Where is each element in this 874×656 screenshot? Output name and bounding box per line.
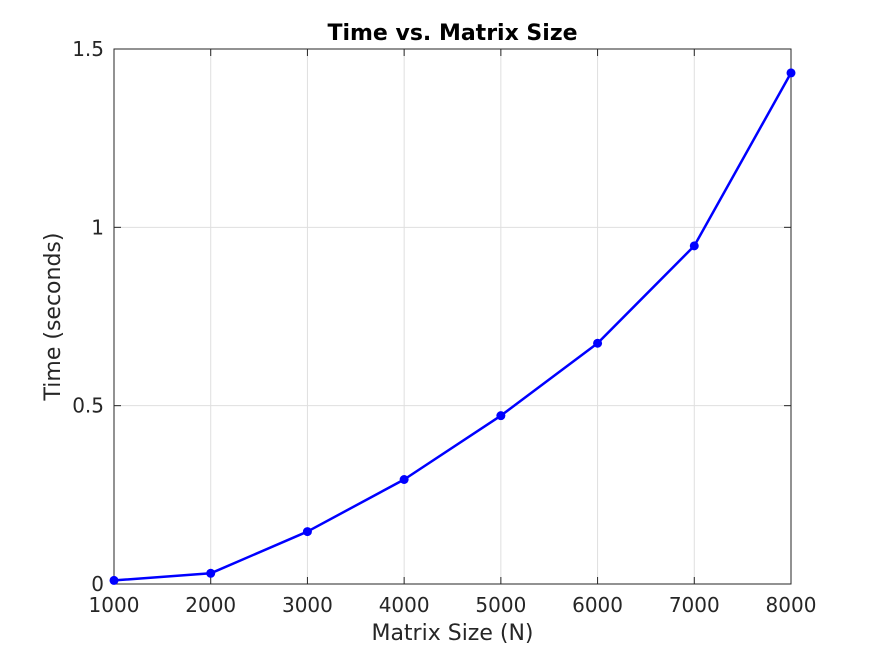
data-series (109, 68, 796, 585)
data-point (786, 68, 796, 78)
x-tick-label: 3000 (282, 593, 333, 617)
y-tick-label: 1.5 (72, 37, 104, 61)
x-tick-label: 6000 (572, 593, 623, 617)
data-point (496, 411, 506, 421)
series-line (113, 72, 793, 582)
x-tick-label: 2000 (185, 593, 236, 617)
data-point (593, 338, 603, 348)
grid (113, 48, 792, 585)
data-point (689, 241, 699, 251)
chart-title: Time vs. Matrix Size (327, 21, 577, 46)
y-tick-label: 0.5 (72, 394, 104, 418)
x-tick-label: 5000 (475, 593, 526, 617)
data-point (399, 474, 409, 484)
y-tick-label: 1 (91, 215, 104, 239)
x-tick-label: 1000 (89, 593, 140, 617)
x-tick-label: 4000 (379, 593, 430, 617)
data-point (109, 575, 119, 585)
x-axis-label: Matrix Size (N) (371, 621, 533, 646)
y-axis-label: Time (seconds) (41, 233, 66, 402)
x-tick-label: 8000 (766, 593, 817, 617)
axis-ticks: 1000 2000 3000 4000 5000 6000 7000 8000 0 0.5 1 1.5 (72, 37, 816, 617)
data-point (302, 527, 312, 537)
plot-frame (113, 48, 792, 585)
data-point (206, 568, 216, 578)
y-tick-label: 0 (91, 572, 104, 596)
x-tick-label: 7000 (669, 593, 720, 617)
